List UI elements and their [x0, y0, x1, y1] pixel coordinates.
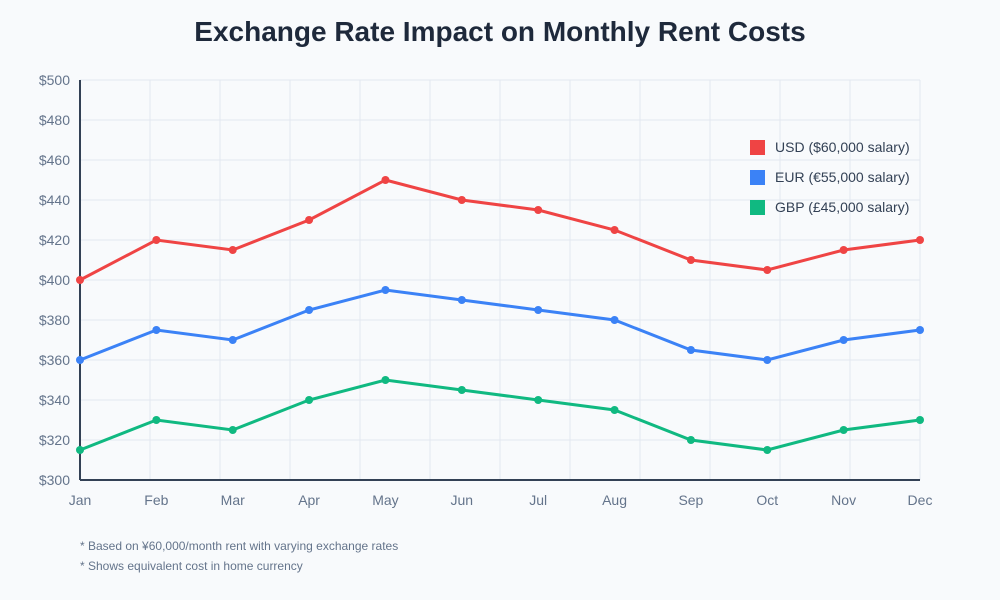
- data-point: [152, 416, 161, 424]
- y-tick-label: $360: [39, 352, 70, 368]
- data-point: [686, 256, 695, 264]
- data-point: [305, 306, 314, 314]
- data-point: [381, 286, 390, 294]
- x-tick-label: Jan: [69, 492, 92, 508]
- chart-title: Exchange Rate Impact on Monthly Rent Cos…: [194, 16, 805, 47]
- x-tick-label: Jun: [451, 492, 474, 508]
- x-tick-label: Aug: [602, 492, 627, 508]
- x-tick-label: Jul: [529, 492, 547, 508]
- y-axis-ticks: $300 $320 $340 $360 $380 $400 $420 $440 $460 $480…: [39, 72, 70, 488]
- series-group: [76, 176, 924, 454]
- data-point: [228, 246, 237, 254]
- data-point: [916, 326, 924, 334]
- data-point: [152, 236, 161, 244]
- y-tick-label: $380: [39, 312, 70, 328]
- y-tick-label: $300: [39, 472, 70, 488]
- y-tick-label: $460: [39, 152, 70, 168]
- data-point: [381, 176, 390, 184]
- data-point: [534, 206, 543, 214]
- footnote-2: * Shows equivalent cost in home currency: [80, 559, 303, 573]
- x-tick-label: May: [372, 492, 398, 508]
- data-point: [686, 436, 695, 444]
- data-point: [457, 386, 466, 394]
- data-point: [534, 396, 543, 404]
- data-point: [686, 346, 695, 354]
- data-point: [457, 196, 466, 204]
- grid: [80, 79, 921, 481]
- data-point: [839, 426, 848, 434]
- x-tick-label: Dec: [908, 492, 933, 508]
- data-point: [228, 336, 237, 344]
- x-tick-label: Feb: [144, 492, 168, 508]
- y-tick-label: $320: [39, 432, 70, 448]
- series-line: [79, 178, 921, 282]
- data-point: [534, 306, 543, 314]
- legend-swatch: [750, 200, 765, 215]
- y-tick-label: $440: [39, 192, 70, 208]
- y-tick-label: $420: [39, 232, 70, 248]
- legend: USD ($60,000 salary) EUR (€55,000 salary)…: [750, 139, 910, 215]
- legend-swatch: [750, 170, 765, 185]
- legend-label: USD ($60,000 salary): [775, 139, 910, 155]
- data-point: [152, 326, 161, 334]
- footnote-1: * Based on ¥60,000/month rent with varyi…: [80, 539, 398, 553]
- data-point: [76, 356, 84, 364]
- legend-label: GBP (£45,000 salary): [775, 199, 909, 215]
- data-point: [916, 236, 924, 244]
- y-tick-label: $400: [39, 272, 70, 288]
- x-tick-label: Apr: [298, 492, 320, 508]
- legend-label: EUR (€55,000 salary): [775, 169, 910, 185]
- data-point: [76, 276, 84, 284]
- data-point: [228, 426, 237, 434]
- data-point: [305, 216, 314, 224]
- x-axis-ticks: Jan Feb Mar Apr May Jun Jul Aug Sep Oct Nov Dec: [69, 492, 933, 508]
- data-point: [610, 226, 619, 234]
- series-line: [79, 288, 921, 362]
- y-tick-label: $340: [39, 392, 70, 408]
- series-line: [79, 378, 921, 452]
- data-point: [839, 336, 848, 344]
- legend-swatch: [750, 140, 765, 155]
- data-point: [839, 246, 848, 254]
- data-point: [610, 316, 619, 324]
- series-1: [76, 286, 924, 364]
- data-point: [763, 356, 772, 364]
- data-point: [76, 446, 84, 454]
- data-point: [763, 266, 772, 274]
- x-tick-label: Sep: [678, 492, 703, 508]
- x-tick-label: Mar: [221, 492, 245, 508]
- y-tick-label: $480: [39, 112, 70, 128]
- data-point: [381, 376, 390, 384]
- x-tick-label: Oct: [756, 492, 778, 508]
- data-point: [916, 416, 924, 424]
- x-tick-label: Nov: [831, 492, 856, 508]
- data-point: [763, 446, 772, 454]
- y-tick-label: $500: [39, 72, 70, 88]
- series-2: [76, 376, 924, 454]
- data-point: [305, 396, 314, 404]
- data-point: [457, 296, 466, 304]
- data-point: [610, 406, 619, 414]
- series-0: [76, 176, 924, 284]
